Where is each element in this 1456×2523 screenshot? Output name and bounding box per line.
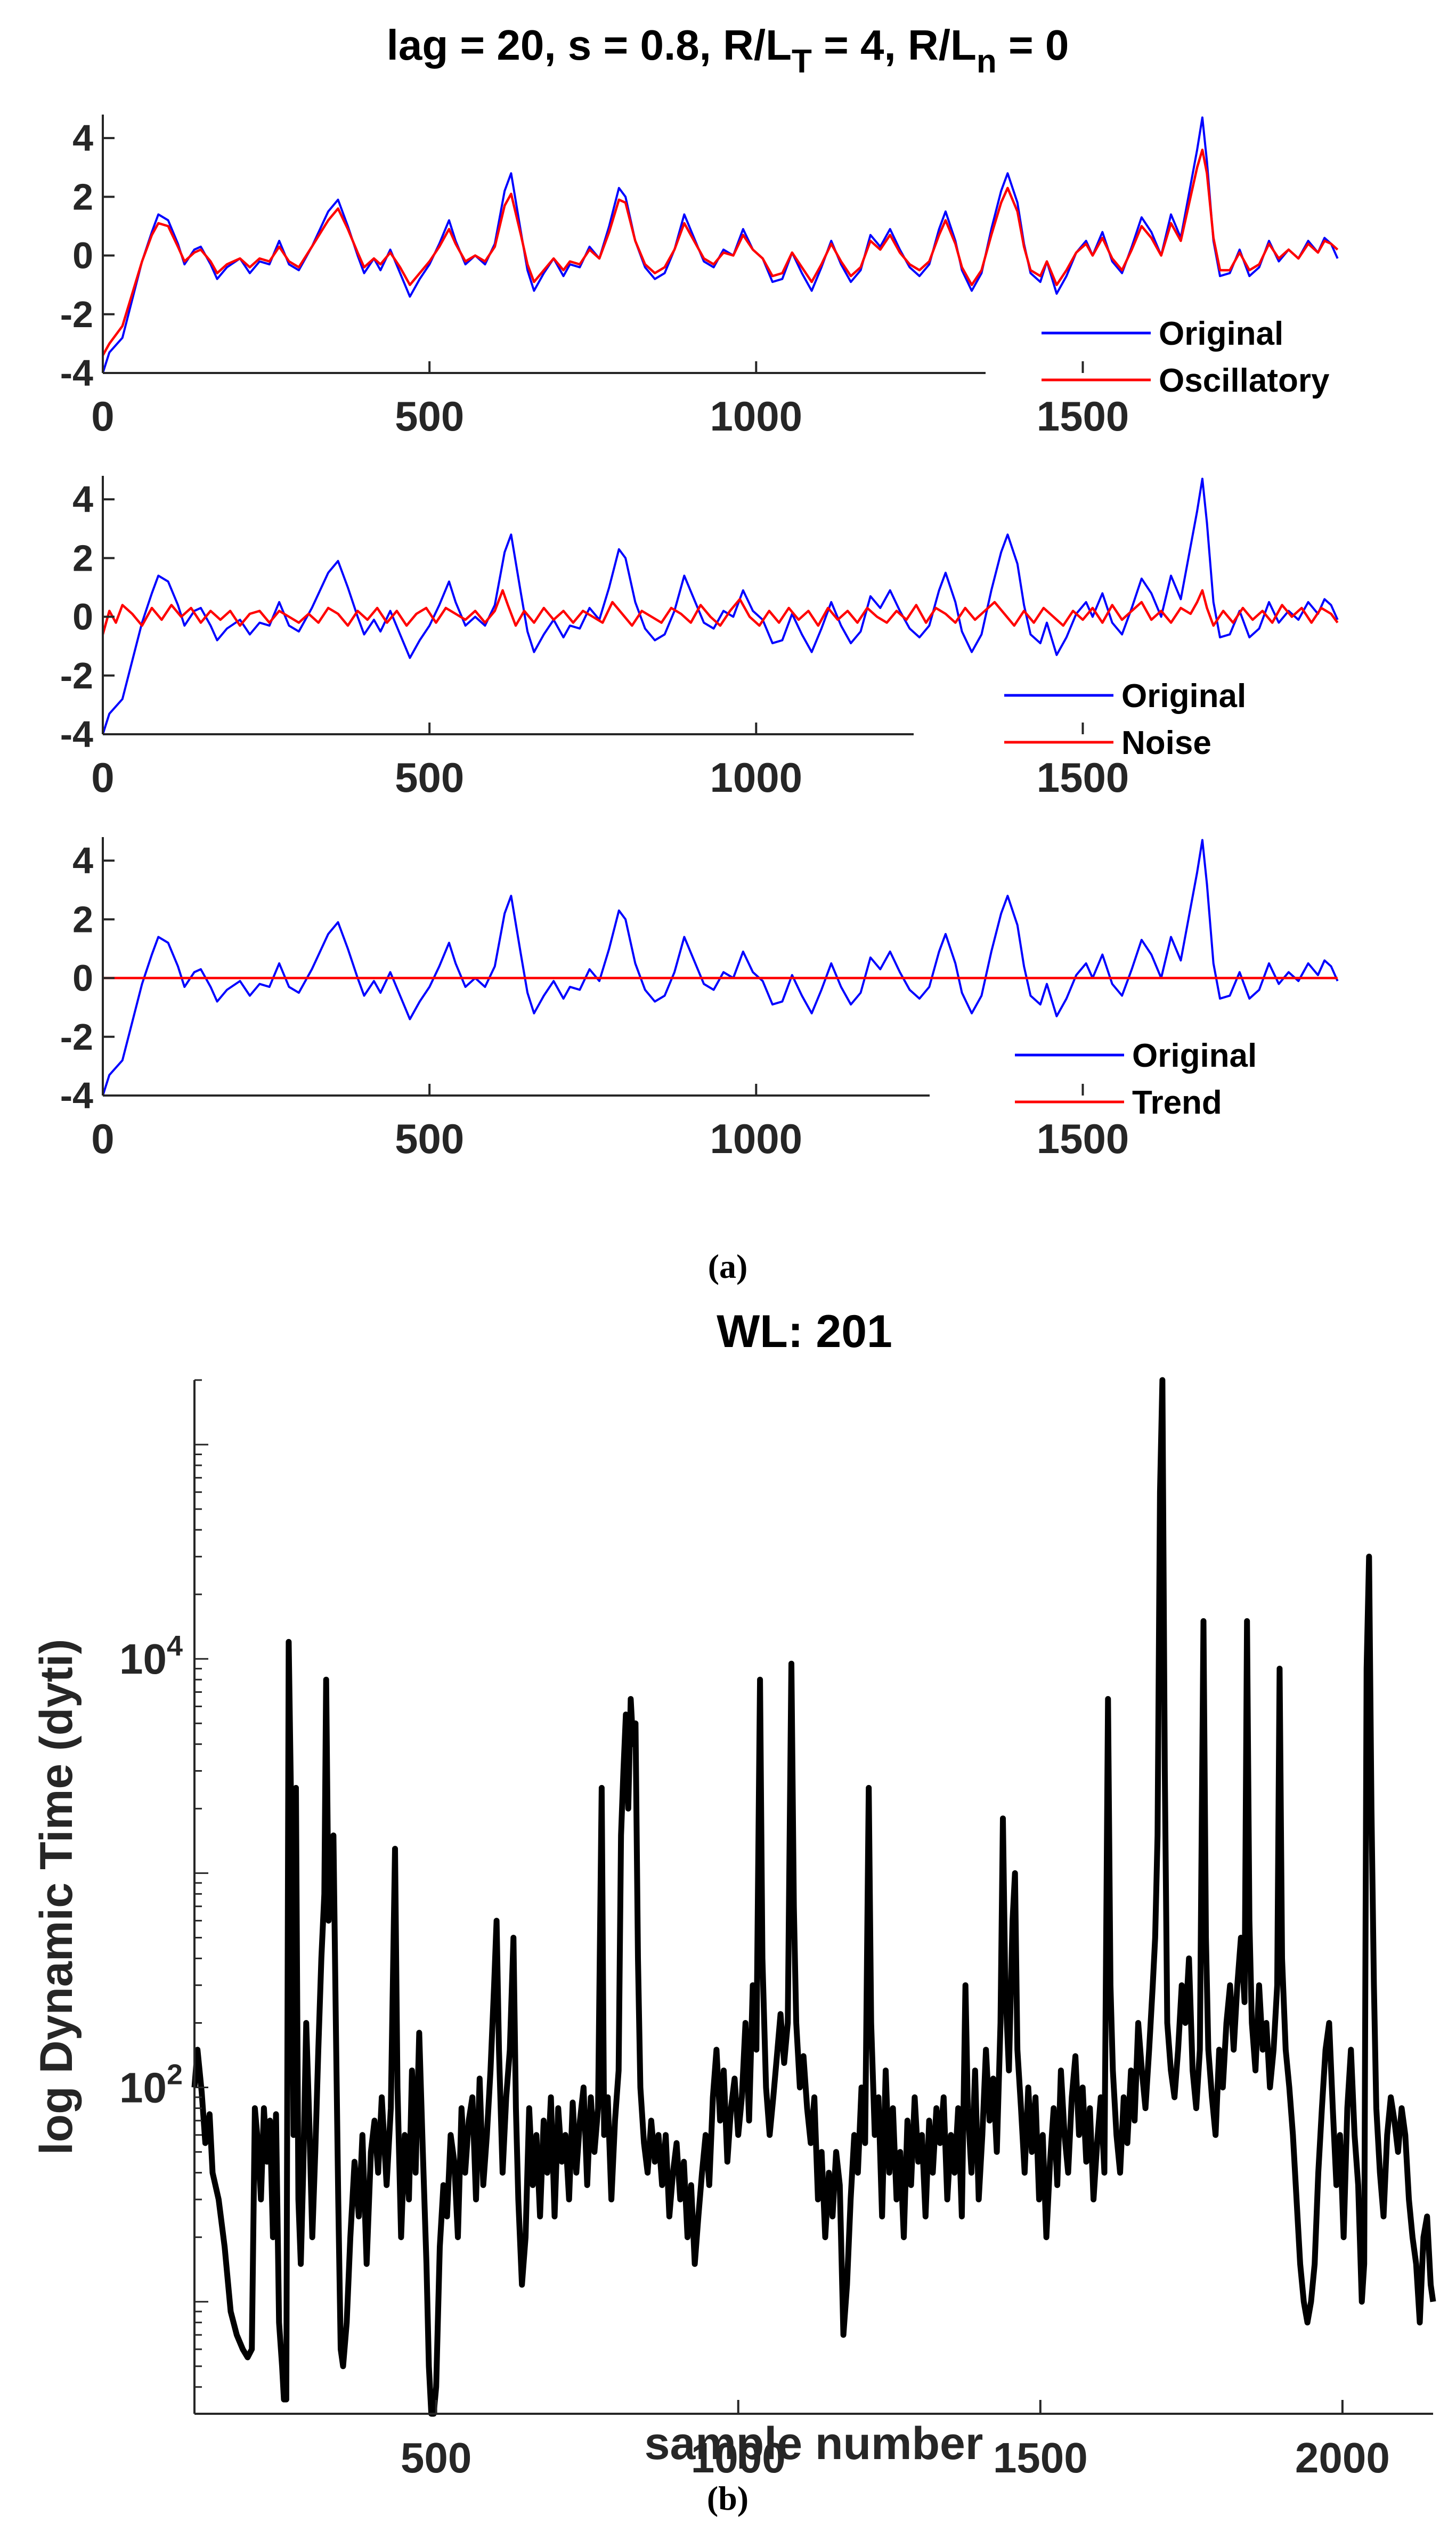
subplot-oscillatory: Original Oscillatory -4 -2 0 2 4 0 500 1000 1500 xyxy=(60,115,1388,440)
legend-box xyxy=(999,674,1233,775)
y-tick-label: 4 xyxy=(72,840,93,881)
x-tick-label: 0 xyxy=(91,393,114,440)
x-axis-label: sample number xyxy=(645,2418,983,2469)
y-tick-label: -4 xyxy=(60,352,93,394)
x-tick-label: 1000 xyxy=(710,393,803,440)
panel-b-caption: (b) xyxy=(707,2479,749,2517)
legend-label-noise: Noise xyxy=(1121,725,1211,761)
y-tick-label: 2 xyxy=(72,537,93,579)
legend-label-original: Original xyxy=(1121,678,1246,715)
x-tick-label: 500 xyxy=(395,754,464,801)
x-tick-label: 1000 xyxy=(710,1115,803,1162)
panel-a-caption: (a) xyxy=(708,1247,748,1285)
y-tick-label: 0 xyxy=(72,235,93,277)
y-tick-label: -2 xyxy=(60,655,93,696)
y-axis-label: log Dynamic Time (dyti) xyxy=(31,1639,82,2155)
panel-a-title: lag = 20, s = 0.8, R/LT = 4, R/Ln = 0 xyxy=(387,21,1069,80)
subplot-trend: Original Trend -4 -2 0 2 4 0 500 1000 1500 xyxy=(60,837,1339,1162)
subplot-noise: Original Noise -4 -2 0 2 4 0 500 1000 1500 xyxy=(60,476,1339,801)
legend-label-trend: Trend xyxy=(1132,1084,1222,1121)
y-tick-label: 4 xyxy=(72,478,93,520)
y-tick-exponent: 4 xyxy=(167,1630,183,1662)
x-tick-label: 1500 xyxy=(1037,393,1129,440)
y-tick-exponent: 2 xyxy=(167,2059,183,2091)
y-tick-label: 0 xyxy=(72,596,93,638)
legend-label-oscillatory: Oscillatory xyxy=(1159,362,1330,399)
series-line-dyti xyxy=(191,1377,1436,2417)
legend-box xyxy=(1036,312,1388,413)
y-tick-label: 4 xyxy=(72,117,93,159)
y-tick-label: -2 xyxy=(60,294,93,335)
x-tick-label: 0 xyxy=(91,754,114,801)
legend-box xyxy=(1010,1034,1233,1135)
y-tick-label: -4 xyxy=(60,1075,93,1116)
y-tick-label: -2 xyxy=(60,1016,93,1058)
panel-a-title-part-1: lag = 20, s = 0.8, R/L xyxy=(387,21,792,69)
x-tick-label: 0 xyxy=(91,1115,114,1162)
x-tick-label: 2000 xyxy=(1295,2434,1390,2481)
y-tick-label: 2 xyxy=(72,898,93,940)
y-tick-base: 10 xyxy=(119,2064,167,2112)
y-tick-label: 102 xyxy=(119,2059,183,2112)
panel-a-title-sub-n: n xyxy=(977,43,997,80)
legend-label-original: Original xyxy=(1159,315,1283,352)
y-tick-label: 2 xyxy=(72,176,93,217)
x-tick-label: 500 xyxy=(395,1115,464,1162)
panel-b-title: WL: 201 xyxy=(717,1306,892,1357)
panel-a-title-sub-t: T xyxy=(792,43,812,80)
x-tick-label: 1000 xyxy=(710,754,803,801)
y-tick-label: 104 xyxy=(119,1630,183,1683)
series-line-original xyxy=(102,477,1339,735)
legend-label-original: Original xyxy=(1132,1037,1257,1074)
x-tick-label: 1500 xyxy=(1037,1115,1129,1162)
series-line-oscillatory xyxy=(102,148,1339,356)
x-tick-label: 500 xyxy=(395,393,464,440)
x-tick-label: 1500 xyxy=(993,2434,1088,2481)
panel-a-title-part-3: = 0 xyxy=(997,21,1069,69)
y-tick-label: -4 xyxy=(60,713,93,755)
x-tick-label: 1000 xyxy=(691,2434,786,2481)
series-line-noise xyxy=(101,589,1339,635)
x-tick-label: 1500 xyxy=(1037,754,1129,801)
y-tick-base: 10 xyxy=(119,1635,167,1683)
x-tick-label: 500 xyxy=(401,2434,471,2481)
panel-a-title-part-2: = 4, R/L xyxy=(812,21,977,69)
y-tick-label: 0 xyxy=(72,958,93,999)
